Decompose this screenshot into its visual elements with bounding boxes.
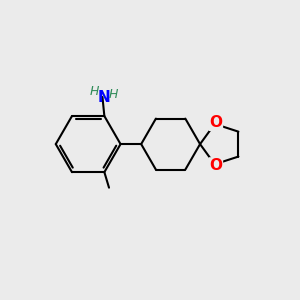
Text: N: N xyxy=(97,89,110,104)
Text: O: O xyxy=(209,115,222,130)
Text: H: H xyxy=(109,88,118,101)
Text: O: O xyxy=(209,158,222,173)
Text: H: H xyxy=(89,85,99,98)
